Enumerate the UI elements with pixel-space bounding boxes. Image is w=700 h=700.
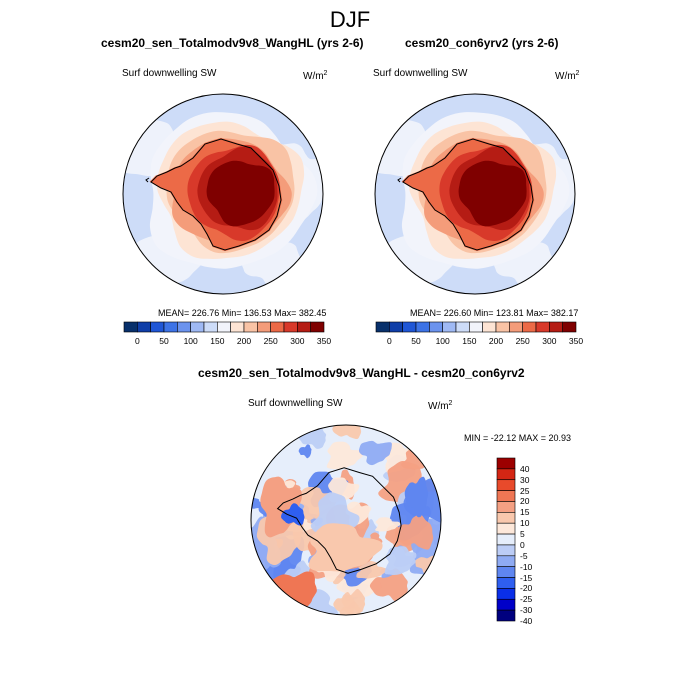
units-label-difference: W/m2: [428, 400, 453, 412]
labelbar-sensitivity-tick-label: 200: [236, 336, 252, 346]
labelbar-control-tick-label: 50: [411, 336, 421, 346]
labelbar-difference-tick-label: 30: [520, 474, 530, 485]
labelbar-sensitivity-box: [203, 321, 218, 333]
labelbar-sensitivity-box: [137, 321, 151, 333]
labelbar-difference-box: [496, 479, 516, 491]
labelbar-difference-tick-label: 0: [520, 539, 525, 550]
labelbar-control-box: [455, 321, 470, 333]
labelbar-control-box: [495, 321, 510, 333]
labelbar-difference-tick-label: 10: [520, 518, 530, 529]
labelbar-sensitivity-tick-label: 250: [263, 336, 278, 346]
labelbar-sensitivity-box: [163, 321, 178, 333]
panel-title-control: cesm20_con6yrv2 (yrs 2-6): [405, 36, 559, 50]
stats-difference: MIN = -22.12 MAX = 20.93: [464, 433, 572, 443]
labelbar-control-tick-label: 0: [386, 336, 392, 346]
labelbar-control-tick-label: 200: [488, 336, 504, 346]
labelbar-difference-box: [496, 609, 516, 622]
labelbar-sensitivity-tick-label: 350: [316, 336, 332, 346]
labelbar-difference-box: [496, 588, 516, 600]
labelbar-sensitivity-box: [310, 321, 325, 333]
labelbar-difference-tick-label: -10: [520, 561, 533, 572]
map-sensitivity: [122, 93, 324, 295]
labelbar-difference-box: [496, 468, 516, 481]
labelbar-control: [375, 321, 577, 333]
labelbar-sensitivity-box: [257, 321, 271, 333]
labelbar-difference-box: [496, 457, 516, 470]
labelbar-sensitivity-box: [243, 321, 258, 333]
labelbar-sensitivity-box: [177, 321, 191, 333]
labelbar-difference-box: [496, 501, 516, 513]
units-label-control: W/m2: [555, 70, 580, 82]
labelbar-control-box: [482, 321, 497, 333]
map-difference: [250, 424, 442, 616]
panel-title-sensitivity: cesm20_sen_Totalmodv9v8_WangHL (yrs 2-6): [101, 36, 364, 50]
labelbar-sensitivity-box: [123, 321, 138, 333]
labelbar-control-box: [375, 321, 390, 333]
units-label-sensitivity: W/m2: [303, 70, 328, 82]
labelbar-sensitivity-box: [150, 321, 165, 333]
labelbar-difference-tick-label: -15: [520, 572, 533, 583]
labelbar-difference-tick-label: -40: [520, 616, 533, 626]
stats-control: MEAN= 226.60 Min= 123.81 Max= 382.17: [410, 308, 579, 318]
labelbar-difference-tick-label: -25: [520, 594, 533, 605]
labelbar-control-tick-label: 300: [542, 336, 557, 346]
variable-label-sensitivity: Surf downwelling SW: [122, 68, 217, 79]
labelbar-difference-box: [496, 490, 516, 502]
variable-label-control: Surf downwelling SW: [373, 68, 468, 79]
labelbar-control-box: [469, 321, 483, 333]
labelbar-control-tick-label: 150: [462, 336, 477, 346]
labelbar-control-tick-label: 100: [435, 336, 450, 346]
labelbar-difference-tick-label: -20: [520, 583, 533, 594]
labelbar-sensitivity-tick-label: 0: [134, 336, 140, 346]
labelbar-difference-box: [496, 555, 516, 567]
labelbar-control-box: [389, 321, 403, 333]
labelbar-control-tick-label: 350: [568, 336, 584, 346]
labelbar-difference-tick-label: 20: [520, 496, 530, 507]
labelbar-control-box: [549, 321, 563, 333]
labelbar-difference-tick-label: -5: [520, 550, 528, 561]
labelbar-control-box: [402, 321, 417, 333]
variable-label-difference: Surf downwelling SW: [248, 398, 343, 409]
labelbar-sensitivity-tick-label: 150: [210, 336, 225, 346]
labelbar-difference-box: [496, 522, 516, 535]
map-control: [374, 93, 576, 295]
labelbar-sensitivity-tick-label: 300: [290, 336, 305, 346]
labelbar-difference: [496, 457, 516, 622]
labelbar-difference-tick-label: 25: [520, 485, 530, 496]
labelbar-sensitivity-tick-label: 50: [159, 336, 169, 346]
labelbar-control-box: [442, 321, 457, 333]
labelbar-sensitivity-box: [270, 321, 285, 333]
panel-title-difference: cesm20_sen_Totalmodv9v8_WangHL - cesm20_…: [198, 366, 525, 380]
labelbar-control-box: [535, 321, 550, 333]
labelbar-difference-tick-label: 15: [520, 507, 530, 518]
labelbar-difference-box: [496, 598, 516, 611]
labelbar-difference-tick-label: 5: [520, 529, 525, 540]
labelbar-sensitivity-box: [190, 321, 205, 333]
labelbar-difference-box: [496, 566, 516, 578]
labelbar-difference-tick-label: -30: [520, 605, 533, 616]
labelbar-control-box: [415, 321, 430, 333]
labelbar-sensitivity-box: [230, 321, 245, 333]
stats-sensitivity: MEAN= 226.76 Min= 136.53 Max= 382.45: [158, 308, 327, 318]
labelbar-difference-box: [496, 577, 516, 589]
labelbar-control-box: [429, 321, 443, 333]
labelbar-difference-tick-label: 40: [520, 463, 530, 474]
labelbar-difference-box: [496, 544, 516, 557]
labelbar-control-box: [509, 321, 523, 333]
labelbar-sensitivity-tick-label: 100: [183, 336, 198, 346]
labelbar-control-box: [562, 321, 577, 333]
labelbar-sensitivity: [123, 321, 325, 333]
labelbar-control-tick-label: 250: [515, 336, 530, 346]
labelbar-sensitivity-box: [217, 321, 231, 333]
labelbar-difference-box: [496, 533, 516, 546]
labelbar-sensitivity-box: [297, 321, 311, 333]
labelbar-sensitivity-box: [283, 321, 298, 333]
labelbar-control-box: [522, 321, 537, 333]
labelbar-difference-box: [496, 512, 516, 524]
season-title: DJF: [329, 7, 371, 32]
